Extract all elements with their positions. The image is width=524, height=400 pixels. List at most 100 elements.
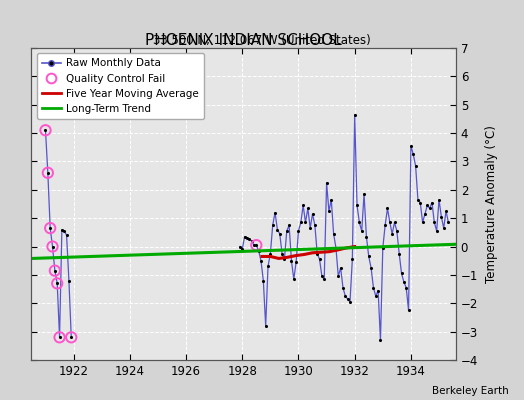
Point: [301, 219, 310, 226]
Point: [53, 280, 61, 287]
Point: [386, 219, 394, 226]
Point: [339, 284, 347, 291]
Point: [292, 259, 300, 265]
Point: [51, 268, 59, 274]
Point: [432, 228, 441, 234]
Point: [53, 280, 61, 287]
Point: [306, 225, 314, 231]
Point: [362, 234, 370, 240]
Point: [266, 250, 275, 257]
Text: 33.500 N, 112.067 W (United States): 33.500 N, 112.067 W (United States): [153, 34, 371, 47]
Point: [421, 211, 429, 217]
Point: [290, 276, 298, 282]
Point: [374, 287, 383, 294]
Point: [41, 127, 50, 134]
Point: [313, 250, 321, 257]
Y-axis label: Temperature Anomaly (°C): Temperature Anomaly (°C): [485, 125, 498, 283]
Point: [365, 253, 373, 260]
Point: [282, 228, 291, 234]
Point: [287, 258, 296, 264]
Point: [407, 143, 415, 149]
Point: [444, 219, 453, 226]
Point: [357, 228, 366, 234]
Point: [428, 199, 436, 206]
Point: [405, 307, 413, 314]
Point: [376, 337, 385, 343]
Point: [65, 277, 73, 284]
Point: [43, 170, 52, 176]
Point: [425, 205, 434, 212]
Point: [367, 265, 375, 271]
Title: PHOENIX INDIAN SCHOOL: PHOENIX INDIAN SCHOOL: [145, 33, 342, 48]
Point: [423, 202, 431, 209]
Point: [330, 230, 338, 237]
Point: [435, 196, 443, 203]
Point: [297, 219, 305, 226]
Point: [353, 202, 361, 209]
Point: [311, 222, 319, 228]
Point: [250, 242, 258, 248]
Text: Berkeley Earth: Berkeley Earth: [432, 386, 508, 396]
Point: [392, 228, 401, 234]
Point: [322, 180, 331, 186]
Point: [278, 250, 286, 257]
Point: [360, 191, 368, 197]
Point: [419, 219, 427, 226]
Point: [303, 205, 312, 212]
Point: [348, 256, 356, 262]
Point: [390, 219, 399, 226]
Point: [252, 242, 260, 248]
Point: [60, 228, 69, 234]
Point: [369, 284, 378, 291]
Point: [51, 268, 59, 274]
Point: [414, 196, 422, 203]
Point: [276, 230, 284, 237]
Point: [437, 214, 445, 220]
Point: [395, 250, 403, 257]
Point: [442, 208, 450, 214]
Point: [440, 225, 448, 231]
Point: [341, 293, 350, 299]
Point: [247, 238, 256, 244]
Point: [48, 243, 57, 250]
Point: [416, 199, 424, 206]
Legend: Raw Monthly Data, Quality Control Fail, Five Year Moving Average, Long-Term Tren: Raw Monthly Data, Quality Control Fail, …: [37, 53, 204, 119]
Point: [241, 234, 249, 240]
Point: [252, 242, 260, 248]
Point: [245, 236, 254, 243]
Point: [355, 219, 364, 226]
Point: [48, 243, 57, 250]
Point: [62, 232, 71, 238]
Point: [397, 270, 406, 277]
Point: [379, 245, 387, 251]
Point: [411, 162, 420, 169]
Point: [388, 230, 396, 237]
Point: [343, 296, 352, 302]
Point: [372, 293, 380, 299]
Point: [400, 279, 408, 285]
Point: [236, 243, 244, 250]
Point: [346, 299, 354, 305]
Point: [41, 127, 50, 134]
Point: [243, 235, 251, 241]
Point: [46, 225, 54, 231]
Point: [325, 208, 333, 214]
Point: [336, 265, 345, 271]
Point: [308, 211, 316, 217]
Point: [332, 245, 340, 251]
Point: [320, 276, 329, 282]
Point: [318, 273, 326, 280]
Point: [259, 277, 268, 284]
Point: [409, 151, 418, 158]
Point: [351, 112, 359, 118]
Point: [334, 273, 343, 280]
Point: [315, 256, 324, 262]
Point: [58, 226, 66, 233]
Point: [257, 258, 265, 264]
Point: [56, 334, 64, 340]
Point: [285, 222, 293, 228]
Point: [294, 228, 303, 234]
Point: [43, 170, 52, 176]
Point: [67, 334, 75, 340]
Point: [402, 284, 410, 291]
